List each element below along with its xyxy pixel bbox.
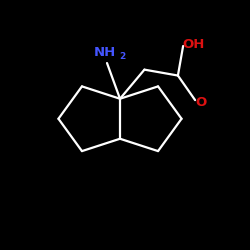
Text: O: O xyxy=(196,96,207,109)
Text: NH: NH xyxy=(94,46,116,59)
Text: 2: 2 xyxy=(120,52,126,61)
Text: OH: OH xyxy=(182,38,205,51)
